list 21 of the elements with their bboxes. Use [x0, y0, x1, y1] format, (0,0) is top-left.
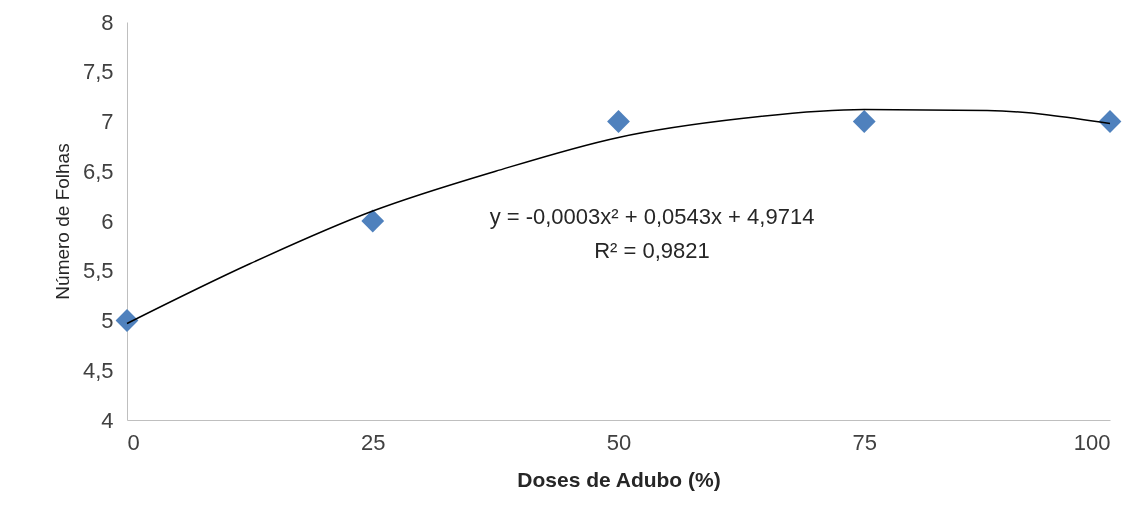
x-tick-label: 0	[127, 429, 140, 455]
y-tick-label: 7	[101, 109, 114, 134]
y-tick-label: 6	[101, 208, 114, 234]
annotation: R² = 0,9821	[594, 238, 710, 263]
x-tick-label: 100	[1073, 429, 1111, 455]
y-tick-label: 4,5	[82, 357, 114, 383]
x-axis-title: Doses de Adubo (%)	[517, 467, 721, 491]
y-tick-label: 7,5	[82, 59, 114, 85]
y-tick-label: 8	[101, 9, 114, 35]
x-tick-label: 50	[606, 429, 632, 455]
y-tick-label: 4	[101, 407, 114, 433]
y-tick-label: 5	[101, 308, 114, 333]
point	[361, 209, 385, 233]
point	[852, 110, 876, 133]
x-tick-label: 75	[852, 429, 877, 455]
x-tick-label: 25	[361, 429, 386, 455]
annotation: y = -0,0003x² + 0,0543x + 4,9714	[489, 204, 815, 229]
y-tick-label: 6,5	[82, 158, 114, 184]
point	[607, 110, 630, 133]
y-tick-label: 5,5	[82, 258, 114, 284]
y-axis-title: Número de Folhas	[51, 143, 73, 300]
